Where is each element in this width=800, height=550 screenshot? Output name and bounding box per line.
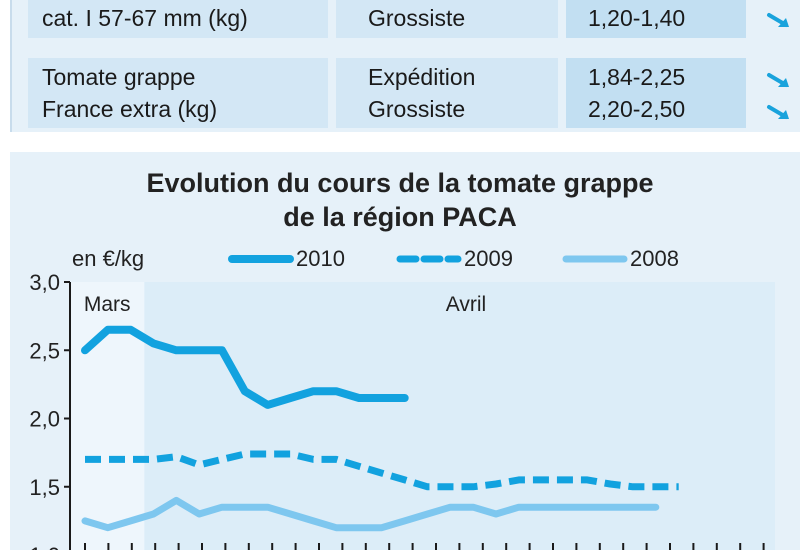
y-tick-label: 3,0 <box>29 270 60 295</box>
series-line-2009 <box>85 450 679 491</box>
period-label-mars: Mars <box>84 293 131 316</box>
y-tick-label: 2,0 <box>29 407 60 432</box>
trend-cell <box>754 58 800 128</box>
product-label: Tomate grappe <box>42 64 196 90</box>
chart-subtitle: de la région PACA <box>283 202 517 232</box>
market-label: Grossiste <box>368 96 466 122</box>
market-cell: Expédition Grossiste <box>336 58 558 128</box>
arrow-down-right-icon <box>767 73 789 87</box>
market-cell: Grossiste <box>336 0 558 38</box>
series-line-2008 <box>81 496 660 532</box>
table-row: cat. I 57-67 mm (kg) Grossiste 1,20-1,40 <box>28 0 800 38</box>
product-label: cat. I 57-67 mm (kg) <box>42 5 248 31</box>
price-value: 2,20-2,50 <box>588 96 686 122</box>
market-label: Expédition <box>368 64 476 90</box>
legend-label-2010: 2010 <box>296 246 345 271</box>
legend-label-2008: 2008 <box>630 246 679 271</box>
period-label-avril: Avril <box>446 293 486 316</box>
legend-label-2009: 2009 <box>464 246 513 271</box>
price-value: 1,84-2,25 <box>588 64 686 90</box>
product-label: France extra (kg) <box>42 96 218 122</box>
trend-cell <box>754 0 800 38</box>
arrow-down-right-icon <box>767 105 789 119</box>
price-value: 1,20-1,40 <box>588 5 686 31</box>
product-cell: Tomate grappe France extra (kg) <box>28 58 328 128</box>
plot-area <box>70 282 775 550</box>
arrow-down-right-icon <box>767 13 789 27</box>
y-tick-label: 2,5 <box>29 338 60 363</box>
y-tick-label: 1,0 <box>29 543 60 550</box>
chart-title: Evolution du cours de la tomate grappe <box>146 168 654 198</box>
product-cell: cat. I 57-67 mm (kg) <box>28 0 328 38</box>
period-band-mars <box>70 282 145 550</box>
series-line-2010 <box>81 325 409 409</box>
price-cell: 1,20-1,40 <box>566 0 746 38</box>
market-label: Grossiste <box>368 5 466 31</box>
y-axis-label: en €/kg <box>72 246 144 271</box>
y-tick-label: 1,5 <box>29 475 60 500</box>
table-row: Tomate grappe France extra (kg) Expéditi… <box>28 58 800 128</box>
price-cell: 1,84-2,25 2,20-2,50 <box>566 58 746 128</box>
